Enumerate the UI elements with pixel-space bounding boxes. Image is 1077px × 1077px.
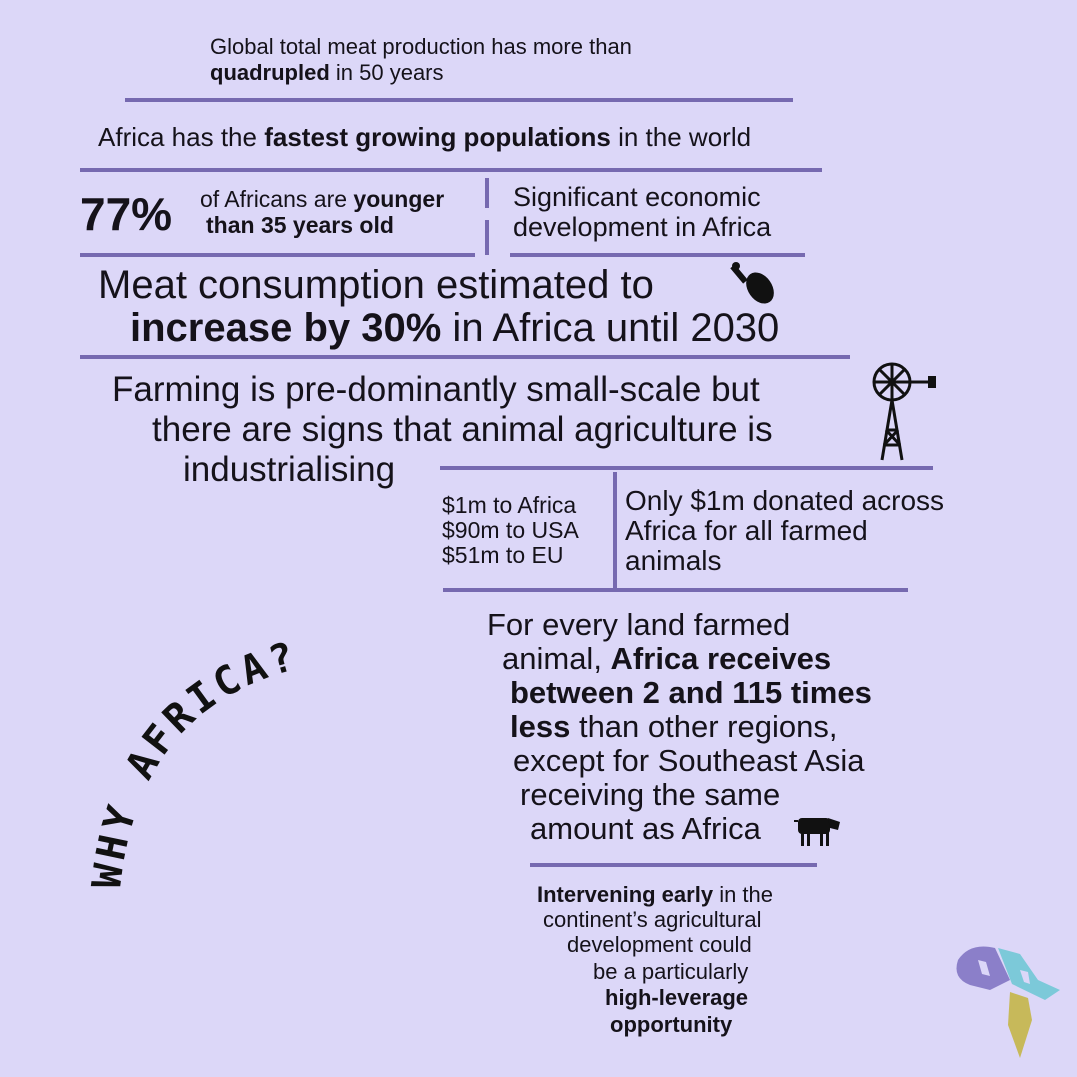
logo bbox=[956, 946, 1060, 1058]
text: less bbox=[510, 709, 571, 744]
text: between 2 and 115 times bbox=[510, 675, 872, 710]
text-line: For every land farmed bbox=[487, 609, 790, 640]
text-line: quadrupled in 50 years bbox=[210, 62, 444, 84]
text: industrialising bbox=[183, 450, 396, 489]
divider bbox=[485, 178, 489, 208]
text: of Africans are bbox=[200, 186, 354, 212]
text-line: animal, Africa receives bbox=[502, 643, 831, 674]
text-line: increase by 30% in Africa until 2030 bbox=[130, 308, 779, 348]
text-line: Intervening early in the bbox=[537, 884, 773, 906]
text-line: development in Africa bbox=[513, 214, 771, 241]
text-line: high-leverage bbox=[605, 987, 748, 1009]
text: amount as Africa bbox=[530, 811, 761, 846]
text: development in Africa bbox=[513, 212, 772, 242]
text: fastest growing populations bbox=[264, 122, 611, 152]
cow-icon bbox=[794, 818, 840, 846]
text-line: between 2 and 115 times bbox=[510, 677, 872, 708]
text-line: than 35 years old bbox=[206, 214, 394, 237]
text-line: except for Southeast Asia bbox=[513, 745, 865, 776]
divider bbox=[510, 253, 805, 257]
text-line: there are signs that animal agriculture … bbox=[152, 412, 773, 447]
text-line: opportunity bbox=[610, 1014, 732, 1036]
text: younger bbox=[353, 186, 445, 212]
text: increase by 30% bbox=[130, 306, 442, 350]
side-title: WHY AFRICA? bbox=[84, 633, 303, 891]
text: than other regions, bbox=[570, 709, 838, 744]
text: opportunity bbox=[610, 1012, 733, 1037]
text: Africa for all farmed bbox=[625, 515, 868, 546]
text: Intervening early bbox=[537, 882, 714, 907]
divider bbox=[80, 253, 475, 257]
text-line: Significant economic bbox=[513, 184, 761, 211]
text: be a particularly bbox=[593, 959, 749, 984]
divider bbox=[125, 98, 793, 102]
text: in the world bbox=[610, 122, 752, 152]
text-line: animals bbox=[625, 547, 721, 575]
side-title-text: WHY AFRICA? bbox=[84, 633, 299, 891]
divider bbox=[80, 355, 850, 359]
text-line: Meat consumption estimated to bbox=[98, 265, 654, 305]
divider bbox=[440, 466, 933, 470]
divider bbox=[613, 472, 617, 590]
divider bbox=[530, 863, 817, 867]
text: animal, bbox=[502, 641, 611, 676]
text: development could bbox=[567, 932, 752, 957]
text: animals bbox=[625, 545, 722, 576]
text-line: receiving the same bbox=[520, 779, 780, 810]
text-line: Farming is pre-dominantly small-scale bu… bbox=[112, 372, 760, 407]
text: $1m to Africa bbox=[442, 492, 577, 518]
text-line: amount as Africa bbox=[530, 813, 761, 844]
text: Meat consumption estimated to bbox=[98, 263, 654, 307]
text: $51m to EU bbox=[442, 542, 564, 568]
text: Significant economic bbox=[513, 182, 761, 212]
text: $90m to USA bbox=[442, 517, 579, 543]
text: For every land farmed bbox=[487, 607, 791, 642]
drumstick-icon bbox=[730, 262, 774, 304]
text: receiving the same bbox=[520, 777, 781, 812]
divider bbox=[443, 588, 908, 592]
text: Only $1m donated across bbox=[625, 485, 945, 516]
text-line: Global total meat production has more th… bbox=[210, 36, 632, 58]
text: in 50 years bbox=[329, 60, 444, 85]
windmill-icon bbox=[872, 362, 936, 461]
divider bbox=[485, 220, 489, 255]
text: Africa has the bbox=[98, 122, 265, 152]
text-line: continent’s agricultural bbox=[543, 909, 762, 931]
text: in the bbox=[713, 882, 774, 907]
text-line: $1m to Africa bbox=[442, 494, 576, 517]
text-line: less than other regions, bbox=[510, 711, 837, 742]
stat: 77% bbox=[80, 188, 173, 240]
text-line: industrialising bbox=[183, 452, 395, 487]
text: quadrupled bbox=[210, 60, 330, 85]
text: Africa receives bbox=[610, 641, 832, 676]
text-line: development could bbox=[567, 934, 752, 956]
text-line: Africa has the fastest growing populatio… bbox=[98, 124, 751, 150]
text-line: Only $1m donated across bbox=[625, 487, 944, 515]
text: there are signs that animal agriculture … bbox=[152, 410, 773, 449]
divider bbox=[80, 168, 822, 172]
text-line: Africa for all farmed bbox=[625, 517, 868, 545]
text: except for Southeast Asia bbox=[513, 743, 865, 778]
text-line: $51m to EU bbox=[442, 544, 563, 567]
text-line: of Africans are younger bbox=[200, 188, 444, 211]
text: high-leverage bbox=[605, 985, 749, 1010]
text-line: be a particularly bbox=[593, 961, 748, 983]
text: Global total meat production has more th… bbox=[210, 34, 632, 59]
text: Farming is pre-dominantly small-scale bu… bbox=[112, 370, 760, 409]
text: in Africa until 2030 bbox=[441, 306, 780, 350]
text: than 35 years old bbox=[206, 212, 394, 238]
text: continent’s agricultural bbox=[543, 907, 762, 932]
side-title-graphic: WHY AFRICA? bbox=[84, 633, 303, 891]
text-line: $90m to USA bbox=[442, 519, 579, 542]
